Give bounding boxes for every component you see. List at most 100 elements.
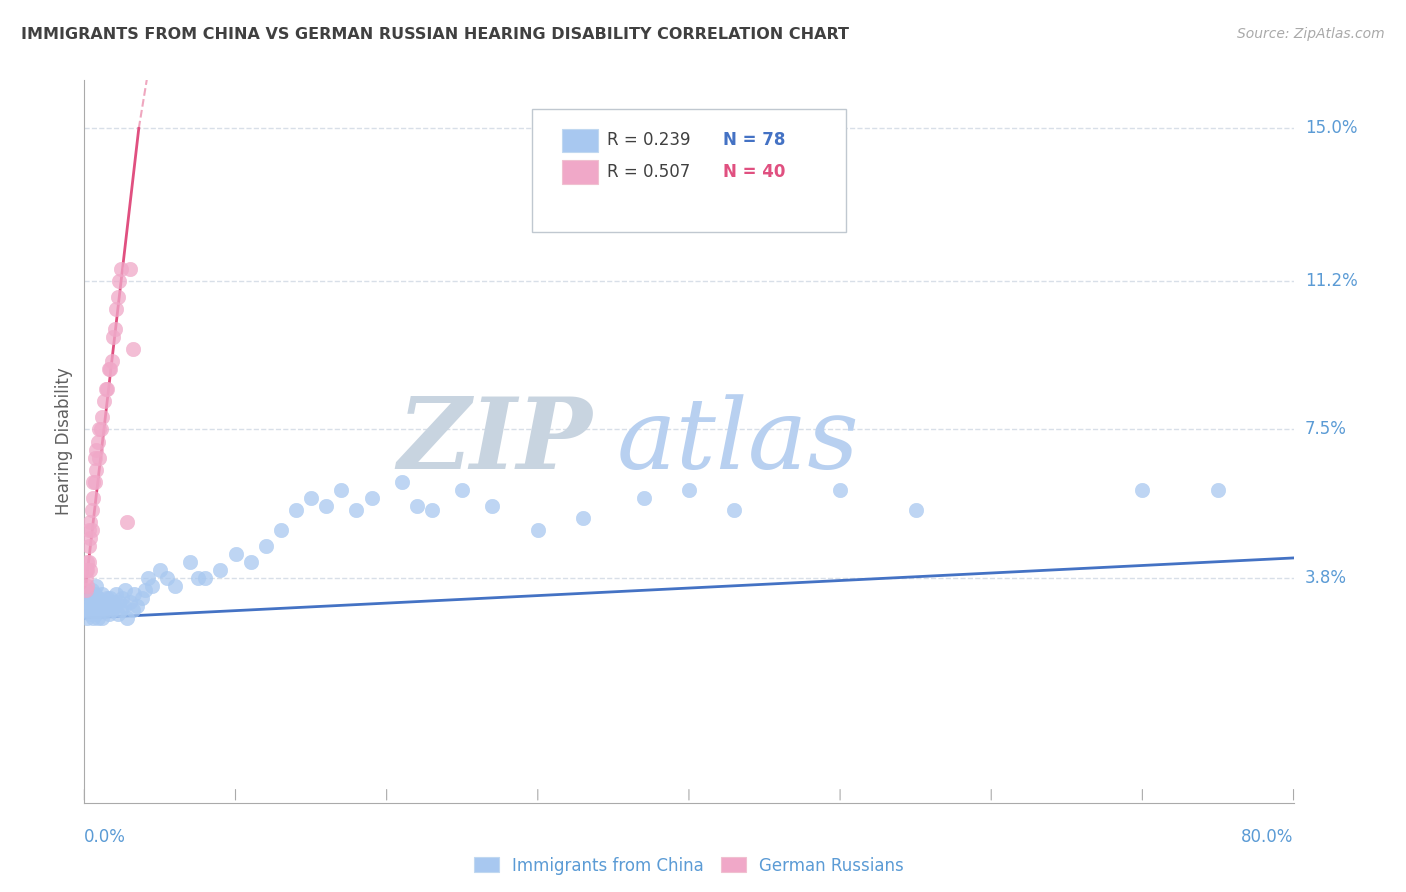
Point	[87, 591, 110, 606]
Point	[107, 290, 129, 304]
Point	[111, 591, 134, 606]
Point	[80, 583, 103, 598]
Point	[118, 261, 141, 276]
Legend: Immigrants from China, German Russians: Immigrants from China, German Russians	[467, 850, 911, 881]
Point	[77, 555, 100, 569]
Point	[79, 591, 101, 606]
Point	[112, 599, 135, 614]
Point	[75, 583, 97, 598]
Point	[75, 563, 97, 577]
Point	[330, 483, 353, 497]
Point	[406, 499, 429, 513]
Point	[82, 475, 104, 489]
Point	[194, 571, 217, 585]
Point	[360, 491, 382, 505]
Point	[82, 491, 104, 505]
Point	[75, 571, 97, 585]
Point	[105, 301, 128, 317]
Point	[100, 603, 122, 617]
Point	[96, 599, 118, 614]
Point	[149, 563, 172, 577]
Point	[86, 442, 108, 457]
Point	[108, 274, 131, 288]
Point	[94, 603, 117, 617]
Point	[209, 563, 232, 577]
Point	[91, 611, 114, 625]
Point	[89, 603, 111, 617]
Point	[122, 587, 145, 601]
Point	[80, 603, 103, 617]
Point	[110, 261, 132, 276]
Text: 7.5%: 7.5%	[1305, 420, 1347, 439]
Point	[104, 599, 127, 614]
Point	[299, 491, 322, 505]
Point	[100, 354, 122, 368]
Point	[76, 579, 98, 593]
Point	[481, 499, 503, 513]
Point	[136, 571, 159, 585]
Point	[115, 515, 138, 529]
Point	[80, 523, 103, 537]
Point	[86, 462, 108, 476]
Text: N = 78: N = 78	[723, 131, 785, 149]
Point	[98, 362, 121, 376]
Point	[121, 342, 143, 356]
Point	[87, 611, 110, 625]
Point	[86, 579, 108, 593]
Point	[141, 579, 163, 593]
Point	[96, 382, 118, 396]
Point	[179, 555, 201, 569]
Point	[91, 587, 114, 601]
Point	[90, 599, 112, 614]
Point	[79, 515, 101, 529]
Point	[134, 583, 156, 598]
Point	[84, 475, 107, 489]
Point	[678, 483, 700, 497]
Text: N = 40: N = 40	[723, 163, 785, 181]
Point	[572, 510, 595, 524]
Point	[527, 523, 550, 537]
FancyBboxPatch shape	[531, 109, 846, 232]
Text: 80.0%: 80.0%	[1241, 828, 1294, 846]
Point	[97, 362, 120, 376]
Point	[76, 611, 98, 625]
Point	[1206, 483, 1229, 497]
Point	[94, 382, 117, 396]
Point	[127, 599, 149, 614]
Point	[97, 607, 120, 621]
Point	[76, 555, 98, 569]
Point	[77, 599, 100, 614]
Point	[82, 595, 104, 609]
Text: IMMIGRANTS FROM CHINA VS GERMAN RUSSIAN HEARING DISABILITY CORRELATION CHART: IMMIGRANTS FROM CHINA VS GERMAN RUSSIAN …	[21, 27, 849, 42]
Point	[82, 611, 104, 625]
Y-axis label: Hearing Disability: Hearing Disability	[55, 368, 73, 516]
Point	[107, 607, 129, 621]
Point	[90, 423, 112, 437]
Text: atlas: atlas	[616, 394, 859, 489]
Point	[285, 502, 308, 516]
Point	[79, 607, 101, 621]
Point	[89, 423, 111, 437]
Point	[79, 563, 101, 577]
FancyBboxPatch shape	[562, 161, 599, 184]
Point	[346, 502, 368, 516]
Text: R = 0.239: R = 0.239	[607, 131, 690, 149]
Text: 11.2%: 11.2%	[1305, 272, 1357, 290]
Text: Source: ZipAtlas.com: Source: ZipAtlas.com	[1237, 27, 1385, 41]
Point	[80, 502, 103, 516]
Point	[84, 450, 107, 465]
Point	[254, 539, 277, 553]
Point	[165, 579, 187, 593]
Point	[87, 434, 110, 449]
FancyBboxPatch shape	[562, 128, 599, 152]
Point	[118, 595, 141, 609]
Point	[86, 607, 108, 621]
Point	[420, 502, 443, 516]
Text: 3.8%: 3.8%	[1305, 569, 1347, 587]
Point	[84, 587, 107, 601]
Text: R = 0.507: R = 0.507	[607, 163, 690, 181]
Point	[91, 410, 114, 425]
Point	[98, 591, 121, 606]
Point	[75, 603, 97, 617]
Point	[79, 531, 101, 545]
